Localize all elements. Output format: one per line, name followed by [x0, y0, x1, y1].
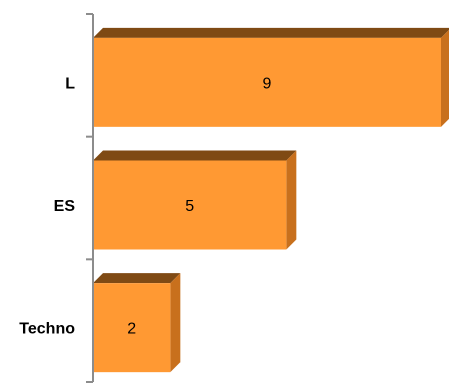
- bar-top-techno: [93, 273, 181, 284]
- category-label-techno: Techno: [19, 321, 75, 338]
- category-label-es: ES: [54, 198, 76, 215]
- value-label-es: 5: [185, 198, 194, 215]
- bar-es: [93, 160, 287, 250]
- category-label-l: L: [65, 75, 75, 92]
- bar-techno: [93, 283, 171, 373]
- bar-top-l: [93, 27, 449, 38]
- bar-side-techno: [170, 273, 181, 373]
- bar-side-l: [441, 29, 449, 127]
- bar-side-es: [286, 150, 297, 250]
- bars-group: [93, 27, 449, 373]
- labels-group: 9 L 5 ES 2 Techno: [19, 75, 271, 337]
- category-axis: [86, 13, 94, 383]
- bar-top-es: [93, 150, 297, 161]
- value-label-techno: 2: [127, 321, 136, 338]
- value-label-l: 9: [263, 75, 272, 92]
- bar-l: [93, 37, 441, 127]
